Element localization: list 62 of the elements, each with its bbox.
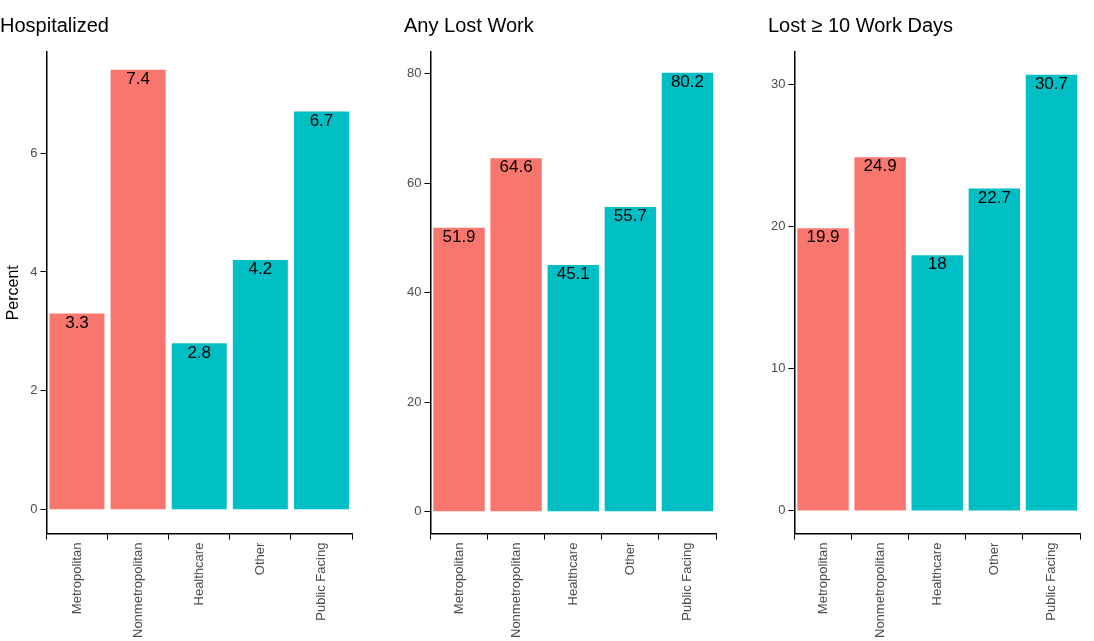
bar: [232, 260, 288, 510]
x-tick-label: Healthcare: [564, 542, 580, 606]
y-tick-label: 0: [778, 502, 786, 518]
bar: [1025, 74, 1078, 511]
x-tick-label: Nonmetropolitan: [871, 542, 887, 638]
x-tick-label: Other: [621, 541, 637, 576]
bar: [797, 228, 849, 511]
data-label: 4.2: [248, 259, 273, 279]
y-tick-label: 30: [770, 76, 786, 92]
x-tick-label: Healthcare: [928, 542, 944, 606]
x-tick-label: Nonmetropolitan: [129, 542, 145, 638]
data-label: 7.4: [126, 69, 150, 89]
y-tick-label: 0: [30, 501, 38, 517]
data-label: 45.1: [556, 264, 590, 284]
data-label: 22.7: [977, 187, 1011, 207]
bar: [433, 227, 485, 512]
bar: [49, 313, 105, 510]
data-label: 55.7: [613, 206, 647, 226]
x-tick-label: Healthcare: [190, 542, 206, 606]
data-label: 30.7: [1034, 73, 1068, 93]
x-tick-label: Nonmetropolitan: [507, 542, 523, 638]
data-label: 6.7: [309, 110, 334, 130]
x-tick-label: Metropolitan: [450, 542, 466, 615]
y-tick-label: 20: [406, 393, 422, 409]
data-label: 3.3: [65, 312, 89, 332]
y-tick-label: 0: [414, 503, 422, 519]
x-tick-label: Metropolitan: [68, 542, 84, 615]
bar: [661, 72, 714, 512]
chart-title: Hospitalized: [0, 13, 109, 36]
x-tick-label: Public Facing: [679, 542, 695, 621]
chart-title: Any Lost Work: [404, 13, 535, 36]
y-tick-label: 40: [406, 284, 422, 300]
y-tick-label: 2: [30, 382, 38, 398]
data-label: 64.6: [499, 157, 533, 177]
data-label: 24.9: [863, 156, 897, 176]
data-label: 51.9: [442, 226, 476, 246]
bar: [968, 188, 1021, 511]
data-label: 19.9: [806, 227, 840, 247]
bar: [547, 264, 599, 512]
bar: [293, 111, 349, 510]
y-tick-label: 10: [770, 360, 786, 376]
bar: [911, 255, 963, 511]
y-tick-label: 6: [30, 144, 38, 160]
y-axis-title: Percent: [4, 264, 22, 321]
x-tick-label: Metropolitan: [814, 542, 830, 615]
y-tick-label: 80: [406, 65, 422, 81]
data-label: 18: [927, 254, 947, 274]
bar: [110, 69, 166, 510]
bar: [490, 158, 542, 512]
data-label: 80.2: [670, 71, 704, 91]
y-tick-label: 60: [406, 174, 422, 190]
data-label: 2.8: [187, 342, 212, 362]
bar: [171, 343, 227, 510]
bar: [854, 157, 906, 511]
y-tick-label: 20: [770, 218, 786, 234]
x-tick-label: Public Facing: [313, 542, 329, 621]
y-tick-label: 4: [30, 263, 38, 279]
x-tick-label: Public Facing: [1043, 542, 1059, 621]
x-tick-label: Other: [985, 541, 1001, 576]
chart-title: Lost ≥ 10 Work Days: [768, 13, 954, 36]
x-tick-label: Other: [251, 541, 267, 576]
bar: [604, 206, 657, 512]
